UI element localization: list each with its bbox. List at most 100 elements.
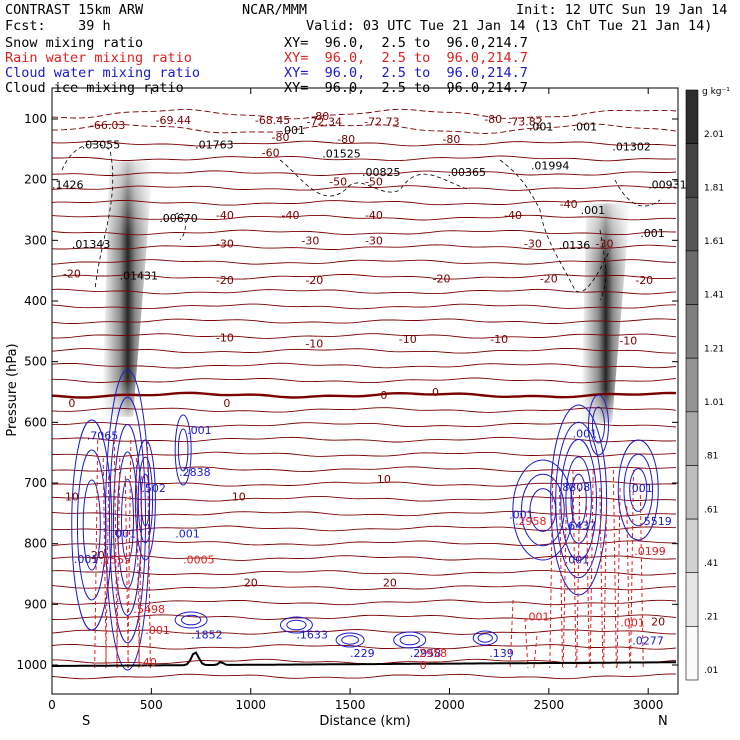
extremum-label: .001	[112, 527, 137, 540]
extremum-label: .001	[565, 553, 590, 566]
colorbar-label: .81	[704, 452, 718, 462]
isotherm-label: 0	[223, 397, 230, 410]
colorbar-bin	[685, 626, 699, 681]
isotherm-line	[52, 466, 677, 473]
contour-labels: -66.03 -69.44 -68.45 -72.34 -72.73 -73.82-80-…	[52, 110, 687, 672]
cloud-water-contour	[137, 456, 154, 544]
isotherm-label: -40	[216, 209, 234, 222]
isotherm-label: -40	[281, 209, 299, 222]
isotherm-line	[52, 569, 677, 576]
extremum-label: .01302	[612, 140, 651, 153]
isotherm-label: 10	[65, 490, 79, 503]
y-tick-label: 200	[24, 173, 47, 187]
cloud-water-contour	[71, 419, 113, 631]
isotherm-line	[52, 481, 677, 487]
isotherm-label: -30	[216, 237, 234, 250]
colorbar-label: 2.01	[704, 130, 724, 140]
isotherm-line	[52, 273, 677, 280]
isotherm-line	[52, 599, 677, 606]
cloud-water-contour	[617, 439, 659, 541]
isotherm-label: 20	[91, 549, 105, 562]
rain-water-contour	[135, 457, 140, 669]
isotherm-line	[52, 170, 677, 176]
rain-water-contour	[603, 505, 608, 669]
title: CONTRAST 15km ARW	[5, 2, 144, 18]
isotherm-label: -30	[365, 234, 383, 247]
extremum-label: .00931	[648, 179, 687, 192]
extremum-label: .001	[74, 553, 99, 566]
isotherm-line	[52, 436, 677, 443]
isotherm-label: -69.44	[155, 114, 190, 127]
colorbar-label: 1.61	[704, 237, 724, 247]
colorbar-bin	[685, 304, 699, 359]
isotherm-label: -10	[490, 333, 508, 346]
extremum-label: .001	[529, 120, 554, 133]
cloud-ice-contours	[61, 143, 661, 301]
isotherm-label: -20	[635, 274, 653, 287]
cloud-water-contour	[393, 631, 427, 649]
colorbar-label: .01	[704, 666, 718, 676]
colorbar-label: 1.21	[704, 344, 724, 354]
extremum-label: .001	[573, 120, 598, 133]
y-tick-label: 300	[24, 233, 47, 247]
isotherm-label: 20	[383, 576, 397, 589]
colorbar-label: .61	[704, 505, 718, 515]
temperature-contours	[52, 108, 677, 680]
y-tick-label: 600	[24, 415, 47, 429]
extremum-label: .40	[139, 656, 157, 669]
y-tick-label: 400	[24, 294, 47, 308]
field-xy-snow: XY= 96.0, 2.5 to 96.0,214.7	[284, 35, 528, 51]
x-tick-label: 1500	[335, 698, 366, 712]
isotherm-label: 10	[232, 490, 246, 503]
isotherm-label: -10	[305, 337, 323, 350]
cloud-water-contour	[174, 414, 192, 486]
cloud-water-contour	[109, 396, 147, 644]
freezing-level-line	[52, 391, 677, 399]
isotherm-label: -30	[524, 237, 542, 250]
valid-time: Valid: 03 UTC Tue 21 Jan 14 (13 ChT Tue …	[306, 18, 713, 34]
isotherm-label: 10	[377, 473, 391, 486]
cloud-ice-contour	[614, 179, 661, 207]
cloud-water-contour	[472, 630, 498, 646]
extremum-label: .001	[281, 124, 306, 137]
field-xy-cloud-water: XY= 96.0, 2.5 to 96.0,214.7	[284, 65, 528, 81]
y-tick-label: 100	[24, 112, 47, 126]
extremum-label: .00670	[159, 212, 198, 225]
rain-water-contour	[533, 635, 538, 669]
rain-water-contour	[524, 617, 529, 669]
extremum-label: .1852	[191, 629, 223, 642]
extremum-label: .001	[581, 204, 606, 217]
extremum-label: .1426	[52, 179, 84, 192]
rain-water-contour	[509, 599, 514, 669]
y-axis-label: Pressure (hPa)	[5, 343, 20, 436]
isotherm-line	[52, 214, 677, 221]
extremum-label: .001	[509, 509, 533, 522]
extremum-label: .001	[145, 624, 170, 637]
isotherm-label: -60	[262, 146, 280, 159]
y-tick-label: 700	[24, 476, 47, 490]
colorbar-label: .21	[704, 613, 718, 623]
isotherm-line	[52, 629, 676, 635]
extremum-label: .0277	[632, 635, 664, 648]
rain-water-contour	[612, 469, 617, 669]
isotherm-label: -40	[560, 198, 578, 211]
isotherm-label: 0	[432, 386, 439, 399]
extremum-label: .0005	[183, 553, 215, 566]
y-tick-label: 500	[24, 355, 47, 369]
extremum-label: .001	[573, 427, 598, 440]
cloud-water-contour	[565, 456, 592, 544]
rain-water-contour	[549, 469, 554, 669]
rain-water-contour	[626, 505, 631, 669]
isotherm-line	[52, 140, 677, 147]
cloud-water-contour	[629, 468, 648, 512]
rain-water-contour	[639, 487, 644, 669]
extremum-label: 0	[420, 659, 427, 672]
isotherm-line	[52, 288, 677, 295]
snow-plumes	[102, 161, 631, 423]
rain-water-contour	[585, 505, 590, 669]
rain-water-contours	[94, 439, 644, 669]
colorbar-bin	[685, 572, 699, 627]
cloud-water-contour	[134, 439, 156, 561]
extremum-label: .5519	[640, 515, 672, 528]
colorbar-bin	[685, 250, 699, 305]
